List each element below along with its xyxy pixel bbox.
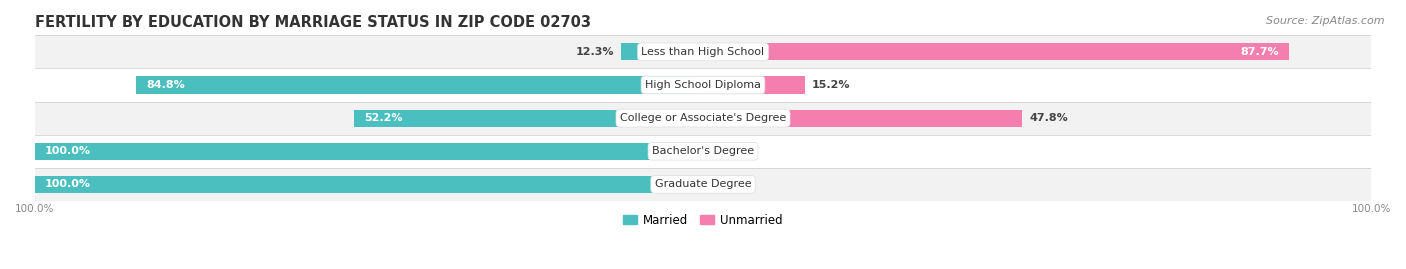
Text: FERTILITY BY EDUCATION BY MARRIAGE STATUS IN ZIP CODE 02703: FERTILITY BY EDUCATION BY MARRIAGE STATU…: [35, 15, 591, 30]
Text: Graduate Degree: Graduate Degree: [655, 179, 751, 189]
Legend: Married, Unmarried: Married, Unmarried: [619, 209, 787, 231]
Text: 15.2%: 15.2%: [811, 80, 849, 90]
Bar: [621, 43, 703, 61]
Text: 52.2%: 52.2%: [364, 113, 402, 123]
Text: College or Associate's Degree: College or Associate's Degree: [620, 113, 786, 123]
Text: Source: ZipAtlas.com: Source: ZipAtlas.com: [1267, 16, 1385, 26]
Text: Less than High School: Less than High School: [641, 47, 765, 57]
Text: 84.8%: 84.8%: [146, 80, 186, 90]
Text: 0.0%: 0.0%: [723, 146, 754, 156]
Bar: [35, 168, 1371, 201]
Text: 0.0%: 0.0%: [723, 179, 754, 189]
Text: 100.0%: 100.0%: [45, 179, 91, 189]
Bar: [35, 143, 703, 160]
Text: 12.3%: 12.3%: [575, 47, 614, 57]
Bar: [35, 176, 703, 193]
Bar: [703, 43, 1289, 61]
Bar: [136, 76, 703, 94]
Bar: [35, 68, 1371, 102]
Text: Bachelor's Degree: Bachelor's Degree: [652, 146, 754, 156]
Bar: [354, 109, 703, 127]
Text: 47.8%: 47.8%: [1029, 113, 1069, 123]
Bar: [35, 135, 1371, 168]
Text: High School Diploma: High School Diploma: [645, 80, 761, 90]
Bar: [703, 76, 804, 94]
Text: 87.7%: 87.7%: [1240, 47, 1279, 57]
Bar: [35, 102, 1371, 135]
Text: 100.0%: 100.0%: [45, 146, 91, 156]
Bar: [703, 109, 1022, 127]
Bar: [35, 35, 1371, 68]
